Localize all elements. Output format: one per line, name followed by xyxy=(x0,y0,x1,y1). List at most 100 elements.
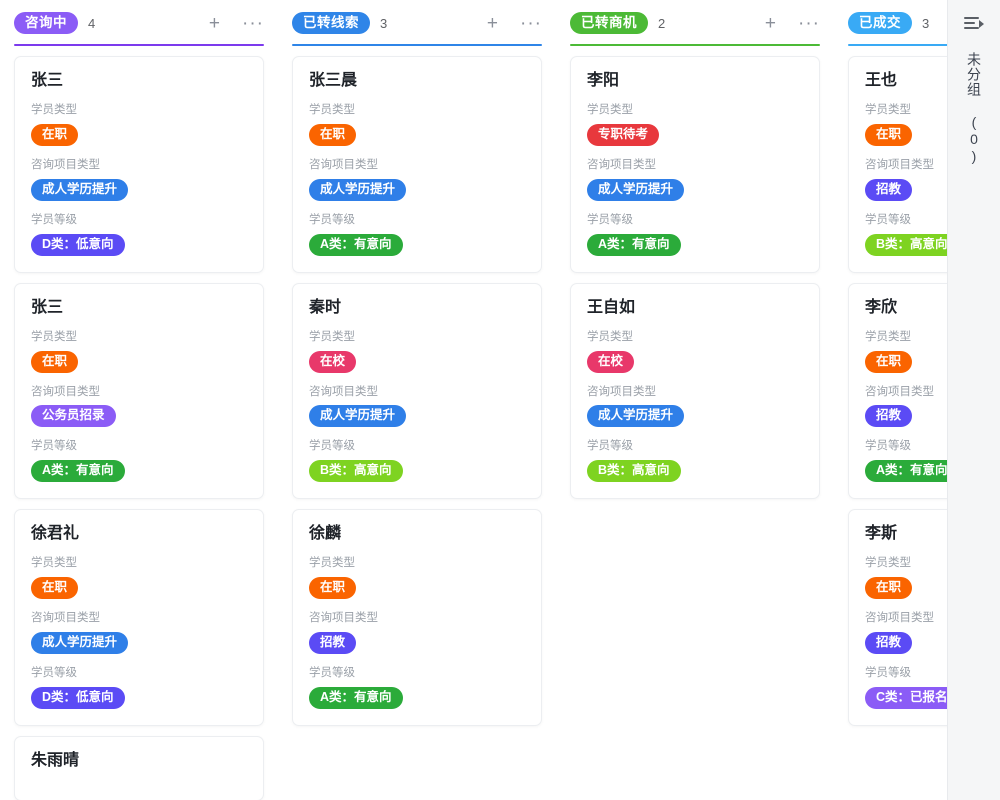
student-type-tag[interactable]: 在职 xyxy=(865,123,913,146)
column-card-count: 4 xyxy=(88,15,96,31)
student-type-tag[interactable]: 在职 xyxy=(31,350,79,373)
student-level-label: 学员等级 xyxy=(587,213,633,226)
project-type-field: 咨询项目类型成人学历提升 xyxy=(309,159,525,214)
student-type-tag[interactable]: 在职 xyxy=(31,123,79,146)
student-name: 秦时 xyxy=(309,298,342,316)
student-name: 张三晨 xyxy=(309,72,358,89)
student-type-tag[interactable]: 在职 xyxy=(865,577,913,600)
add-card-icon[interactable]: + xyxy=(208,12,221,34)
project-type-tag[interactable]: 招教 xyxy=(865,631,913,654)
column-card-count: 2 xyxy=(658,15,666,31)
project-type-tag[interactable]: 成人学历提升 xyxy=(587,405,685,428)
student-level-tag[interactable]: B类：高意向 xyxy=(309,460,403,483)
column-underline xyxy=(570,44,820,46)
column-underline xyxy=(848,44,947,46)
student-card[interactable]: 徐麟 学员类型 在职 咨询项目类型 招教 学员等级 A类：有意向 xyxy=(292,509,542,726)
student-level-label: 学员等级 xyxy=(865,666,911,679)
student-level-tag[interactable]: B类：高意向 xyxy=(587,460,681,483)
project-type-field: 咨询项目类型 招教 xyxy=(865,386,947,441)
student-level-label: 学员等级 xyxy=(31,666,77,679)
student-card[interactable]: 秦时 学员类型 在校 咨询项目类型 成人学历提升 学员等级 B类：高意向 xyxy=(292,282,542,500)
student-level-field: 学员等级 A类：有意向 xyxy=(587,214,803,256)
project-type-tag[interactable]: 公务员招录 xyxy=(31,405,116,428)
student-type-tag[interactable]: 在职 xyxy=(309,123,357,146)
project-type-tag[interactable]: 成人学历提升 xyxy=(309,178,407,201)
student-card[interactable]: 王也 学员类型 在职 咨询项目类型 招教 学员等级 B类：高意向 xyxy=(848,56,947,273)
ungrouped-label[interactable]: 未分组 (0) xyxy=(966,52,982,165)
column-title-pill[interactable]: 已成交 xyxy=(848,11,912,35)
project-type-field: 咨询项目类型 成人学历提升 xyxy=(31,612,247,667)
student-type-tag[interactable]: 在职 xyxy=(31,577,79,600)
column-actions: + ··· xyxy=(765,14,820,33)
column-header: 咨询中 4 + ··· xyxy=(0,0,278,46)
column-more-icon[interactable]: ··· xyxy=(242,12,264,34)
project-type-label: 咨询项目类型 xyxy=(587,385,656,398)
student-level-tag[interactable]: A类：有意向 xyxy=(865,460,947,483)
student-type-tag[interactable]: 在职 xyxy=(865,350,913,373)
student-type-label: 学员类型 xyxy=(865,104,911,117)
column-card-list: 李阳 学员类型 专职待考 咨询项目类型 成人学历提升 学员等级 A类：有意向 王自如 学员类型在… xyxy=(556,46,834,800)
column-title-pill[interactable]: 已转商机 xyxy=(570,11,648,35)
student-card[interactable]: 张三晨 学员类型 在职 咨询项目类型 成人学历提升 学员等级 A类：有意向 xyxy=(292,56,542,273)
student-level-label: 学员等级 xyxy=(309,440,355,453)
column-actions: + ··· xyxy=(487,14,542,33)
student-level-tag[interactable]: D类：低意向 xyxy=(31,233,125,256)
student-type-field: 学员类型 在校 xyxy=(587,331,803,386)
project-type-tag[interactable]: 成人学历提升 xyxy=(309,405,407,428)
column-header: 已转商机 2 + ··· xyxy=(556,0,834,46)
project-type-field: 咨询项目类型 招教 xyxy=(865,159,947,214)
project-type-tag[interactable]: 招教 xyxy=(865,178,913,201)
column-card-list: 张三 学员类型 在职 咨询项目类型 成人学历提升 学员等级 D类：低意向 张三 学员类型 在职 咨询… xyxy=(0,46,278,800)
project-type-tag[interactable]: 成人学历提升 xyxy=(31,631,129,654)
student-type-tag[interactable]: 在校 xyxy=(309,350,357,373)
project-type-label: 咨询项目类型 xyxy=(309,158,378,171)
column-more-icon[interactable]: ··· xyxy=(520,12,542,34)
student-type-tag[interactable]: 专职待考 xyxy=(587,123,660,146)
student-level-label: 学员等级 xyxy=(865,440,911,453)
kanban-columns: 咨询中 4 + ··· 张三 学员类型 在职 咨询项目类型 成人学历提升 学员等级 D类：低意向 张三… xyxy=(0,0,947,800)
student-card[interactable]: 张三 学员类型 在职 咨询项目类型 成人学历提升 学员等级 D类：低意向 xyxy=(14,56,264,273)
student-level-field: 学员等级 A类：有意向 xyxy=(309,214,525,256)
panel-collapse-icon[interactable] xyxy=(964,16,984,32)
student-level-tag[interactable]: C类：已报名 xyxy=(865,686,947,709)
student-level-field: 学员等级 D类：低意向 xyxy=(31,667,247,709)
student-level-tag[interactable]: B类：高意向 xyxy=(865,233,947,256)
student-card[interactable]: 徐君礼学员类型在职咨询项目类型 成人学历提升 学员等级 D类：低意向 xyxy=(14,509,264,726)
column-title-pill[interactable]: 咨询中 xyxy=(14,11,78,35)
student-card[interactable]: 张三 学员类型 在职 咨询项目类型 公务员招录 学员等级 A类：有意向 xyxy=(14,282,264,500)
project-type-field: 咨询项目类型 公务员招录 xyxy=(31,386,247,441)
student-name: 张三 xyxy=(31,72,64,89)
project-type-tag[interactable]: 成人学历提升 xyxy=(31,178,129,201)
column-card-list: 王也 学员类型 在职 咨询项目类型 招教 学员等级 B类：高意向 李欣 学员类型 在职 咨询项目类型… xyxy=(834,46,947,800)
student-name: 徐君礼 xyxy=(31,525,80,543)
student-type-label: 学员类型 xyxy=(587,104,633,117)
add-card-icon[interactable]: + xyxy=(486,12,499,34)
student-level-label: 学员等级 xyxy=(309,213,355,226)
column-title-pill[interactable]: 已转线索 xyxy=(292,11,370,35)
column-more-icon[interactable]: ··· xyxy=(798,12,820,34)
student-type-tag[interactable]: 在职 xyxy=(309,577,357,600)
student-card[interactable]: 李欣 学员类型 在职 咨询项目类型 招教 学员等级 A类：有意向 xyxy=(848,282,947,500)
student-level-label: 学员等级 xyxy=(31,213,77,226)
student-level-tag[interactable]: A类：有意向 xyxy=(309,686,403,709)
project-type-tag[interactable]: 招教 xyxy=(865,405,913,428)
student-level-tag[interactable]: A类：有意向 xyxy=(587,233,681,256)
student-card[interactable]: 李阳 学员类型 专职待考 咨询项目类型 成人学历提升 学员等级 A类：有意向 xyxy=(570,56,820,273)
project-type-tag[interactable]: 招教 xyxy=(309,631,357,654)
student-type-tag[interactable]: 在校 xyxy=(587,350,635,373)
student-level-tag[interactable]: A类：有意向 xyxy=(309,233,403,256)
student-card[interactable]: 王自如 学员类型 在校 咨询项目类型 成人学历提升 学员等级 B类：高意向 xyxy=(570,282,820,500)
student-type-label: 学员类型 xyxy=(31,557,77,570)
project-type-label: 咨询项目类型 xyxy=(865,385,934,398)
student-card[interactable]: 李斯 学员类型 在职 咨询项目类型 招教 学员等级 C类：已报名 xyxy=(848,509,947,726)
student-card[interactable]: 朱雨晴 xyxy=(14,735,264,800)
add-card-icon[interactable]: + xyxy=(764,12,777,34)
student-level-tag[interactable]: A类：有意向 xyxy=(31,460,125,483)
project-type-tag[interactable]: 成人学历提升 xyxy=(587,178,685,201)
student-level-label: 学员等级 xyxy=(31,440,77,453)
kanban-column: 已转线索 3 + ··· 张三晨 学员类型 在职 咨询项目类型 成人学历提升 学员等级 A类：有意向… xyxy=(278,0,556,800)
student-level-tag[interactable]: D类：低意向 xyxy=(31,686,125,709)
project-type-label: 咨询项目类型 xyxy=(865,158,934,171)
